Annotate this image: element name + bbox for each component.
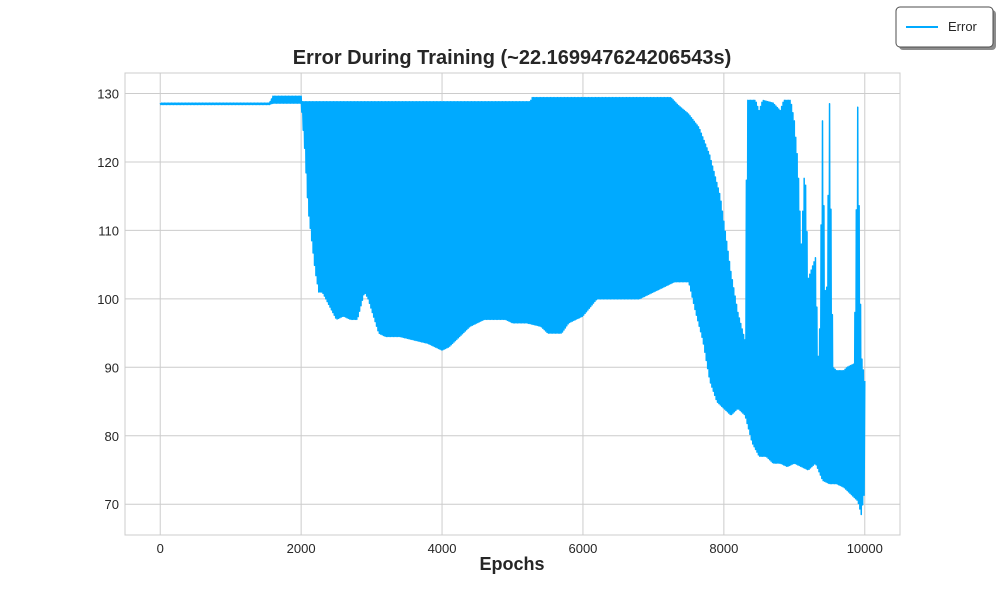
y-tick-label: 120	[97, 155, 119, 170]
x-tick-label: 0	[157, 541, 164, 556]
y-tick-label: 130	[97, 87, 119, 102]
legend-box	[895, 6, 994, 48]
axis-ticks: 0 2000 4000 6000 8000 10000 70 80 90 100 110 120 130	[97, 87, 883, 556]
x-tick-label: 2000	[287, 541, 316, 556]
plot-frame	[124, 72, 901, 536]
y-tick-label: 70	[105, 497, 119, 512]
x-tick-label: 10000	[847, 541, 883, 556]
legend-label-error: Error	[948, 19, 978, 34]
chart-title: Error During Training (~22.1699476242065…	[293, 47, 732, 69]
series-error	[159, 95, 866, 516]
x-axis-label: Epochs	[479, 554, 544, 574]
error-line	[159, 95, 866, 516]
x-tick-label: 4000	[428, 541, 457, 556]
y-tick-label: 110	[98, 223, 119, 238]
y-tick-label: 90	[105, 360, 119, 375]
x-tick-label: 6000	[568, 541, 597, 556]
x-tick-label: 8000	[709, 541, 738, 556]
y-tick-label: 80	[105, 429, 119, 444]
y-tick-label: 100	[97, 292, 119, 307]
legend: Error	[895, 6, 996, 50]
